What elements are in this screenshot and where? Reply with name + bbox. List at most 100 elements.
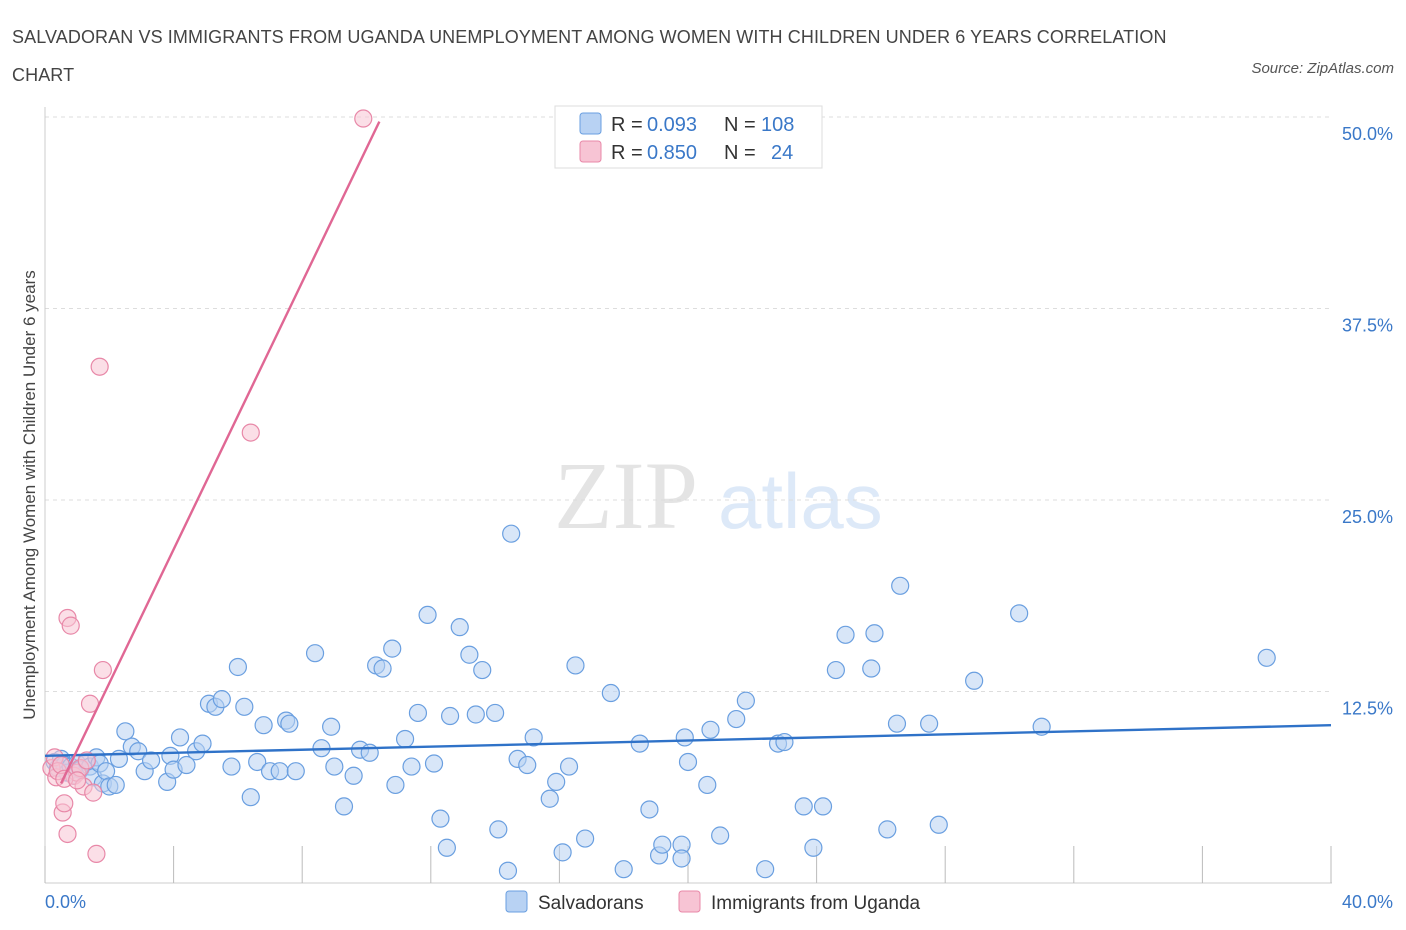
salvadorans-point	[756, 860, 775, 879]
salvadorans-point	[614, 860, 633, 879]
salvadorans-point	[862, 659, 881, 678]
trend-lines	[44, 121, 1332, 784]
salvadorans-point	[486, 703, 505, 723]
salvadorans-trend-line	[44, 724, 1332, 758]
x-tick-label-min: 0.0%	[45, 892, 86, 912]
salvadorans-point	[498, 861, 518, 880]
salvadorans-point	[804, 838, 823, 857]
salvadorans-point	[929, 815, 948, 834]
salvadorans-point	[141, 751, 161, 770]
salvadorans-point	[727, 709, 746, 729]
salvadorans-point	[450, 618, 469, 637]
salvadorans-point	[254, 716, 273, 735]
uganda-point	[90, 357, 109, 376]
salvadorans-point	[865, 624, 884, 643]
salvadorans-point	[170, 728, 190, 747]
salvadorans-point	[553, 843, 572, 862]
watermark: ZIP atlas	[554, 442, 883, 549]
y-tick-labels: 12.5% 25.0% 37.5% 50.0%	[1342, 124, 1393, 719]
y-tick-label: 50.0%	[1342, 124, 1393, 144]
watermark-zip: ZIP	[554, 442, 698, 549]
y-axis-label: Unemployment Among Women with Children U…	[20, 270, 39, 719]
y-tick-label: 37.5%	[1342, 316, 1393, 336]
chart-source: Source: ZipAtlas.com	[1251, 60, 1394, 77]
salvadorans-point	[440, 706, 460, 726]
y-tick-label: 12.5%	[1342, 699, 1393, 719]
series-salvadorans-points	[45, 524, 1276, 880]
salvadorans-point	[547, 772, 566, 791]
uganda-point	[58, 824, 77, 844]
gridlines	[45, 116, 1331, 692]
salvadorans-point	[286, 762, 305, 781]
uganda-point	[77, 751, 96, 770]
salvadorans-point	[466, 705, 485, 724]
salvadorans-point	[334, 797, 354, 816]
salvadorans-point	[518, 755, 537, 775]
uganda-point	[354, 109, 373, 128]
salvadorans-point	[383, 639, 402, 658]
salvadorans-point	[701, 720, 720, 739]
uganda-point	[241, 423, 260, 442]
salvadorans-point	[460, 645, 479, 664]
salvadorans-point	[129, 742, 148, 761]
salvadorans-point	[826, 660, 845, 680]
salvadorans-point	[653, 835, 672, 854]
salvadorans-point	[280, 714, 299, 733]
salvadorans-point	[794, 797, 813, 816]
salvadorans-point	[193, 734, 212, 753]
stats-legend: R = 0.093 N = 108 R = 0.850 N = 24	[554, 105, 823, 169]
salvadorans-point	[736, 691, 755, 710]
salvadorans-point	[698, 775, 717, 795]
uganda-point	[68, 771, 87, 790]
legend-swatch-salvadorans	[579, 112, 602, 135]
salvadorans-point	[675, 728, 694, 747]
salvadorans-point	[576, 829, 595, 848]
salvadorans-point	[630, 734, 649, 753]
salvadorans-point	[235, 697, 254, 716]
bottom-legend-swatch-uganda	[678, 890, 701, 913]
salvadorans-point	[640, 800, 659, 819]
uganda-point	[87, 844, 106, 863]
salvadorans-point	[1257, 648, 1276, 667]
legend-r-value-2: 0.850	[647, 142, 697, 164]
x-tick-labels: 0.0% 40.0%	[45, 892, 1393, 912]
salvadorans-point	[711, 826, 730, 845]
salvadorans-point	[559, 757, 579, 776]
uganda-point	[55, 794, 74, 813]
series-legend: Salvadorans Immigrants from Uganda	[505, 890, 921, 914]
salvadorans-point	[408, 703, 428, 723]
salvadorans-point	[212, 690, 231, 709]
salvadorans-point	[248, 752, 267, 772]
legend-r-label-1: R =	[611, 114, 643, 136]
salvadorans-point	[402, 757, 421, 776]
legend-n-value-2: 24	[771, 142, 793, 164]
salvadorans-point	[344, 766, 363, 785]
uganda-point	[61, 616, 80, 635]
uganda-point	[84, 783, 103, 802]
salvadorans-point	[678, 752, 698, 772]
salvadorans-point	[601, 683, 620, 703]
salvadorans-point	[373, 659, 392, 678]
uganda-trend-line	[59, 121, 381, 784]
salvadorans-point	[775, 732, 794, 752]
salvadorans-point	[836, 625, 855, 644]
salvadorans-point	[424, 754, 444, 773]
salvadorans-point	[386, 775, 405, 795]
salvadorans-point	[920, 714, 939, 733]
salvadorans-point	[222, 757, 241, 776]
salvadorans-point	[965, 671, 984, 690]
bottom-legend-label-salvadorans: Salvadorans	[538, 893, 644, 914]
salvadorans-point	[177, 755, 196, 775]
legend-swatch-uganda	[579, 140, 602, 163]
salvadorans-point	[540, 789, 559, 808]
watermark-atlas: atlas	[718, 457, 883, 545]
salvadorans-point	[524, 728, 543, 747]
salvadorans-point	[325, 757, 344, 776]
x-tick-label-max: 40.0%	[1342, 892, 1393, 912]
salvadorans-point	[473, 660, 492, 680]
salvadorans-point	[116, 722, 135, 741]
salvadorans-point	[228, 657, 247, 677]
salvadorans-point	[887, 714, 907, 733]
uganda-point	[93, 660, 112, 680]
salvadorans-point	[431, 809, 450, 828]
